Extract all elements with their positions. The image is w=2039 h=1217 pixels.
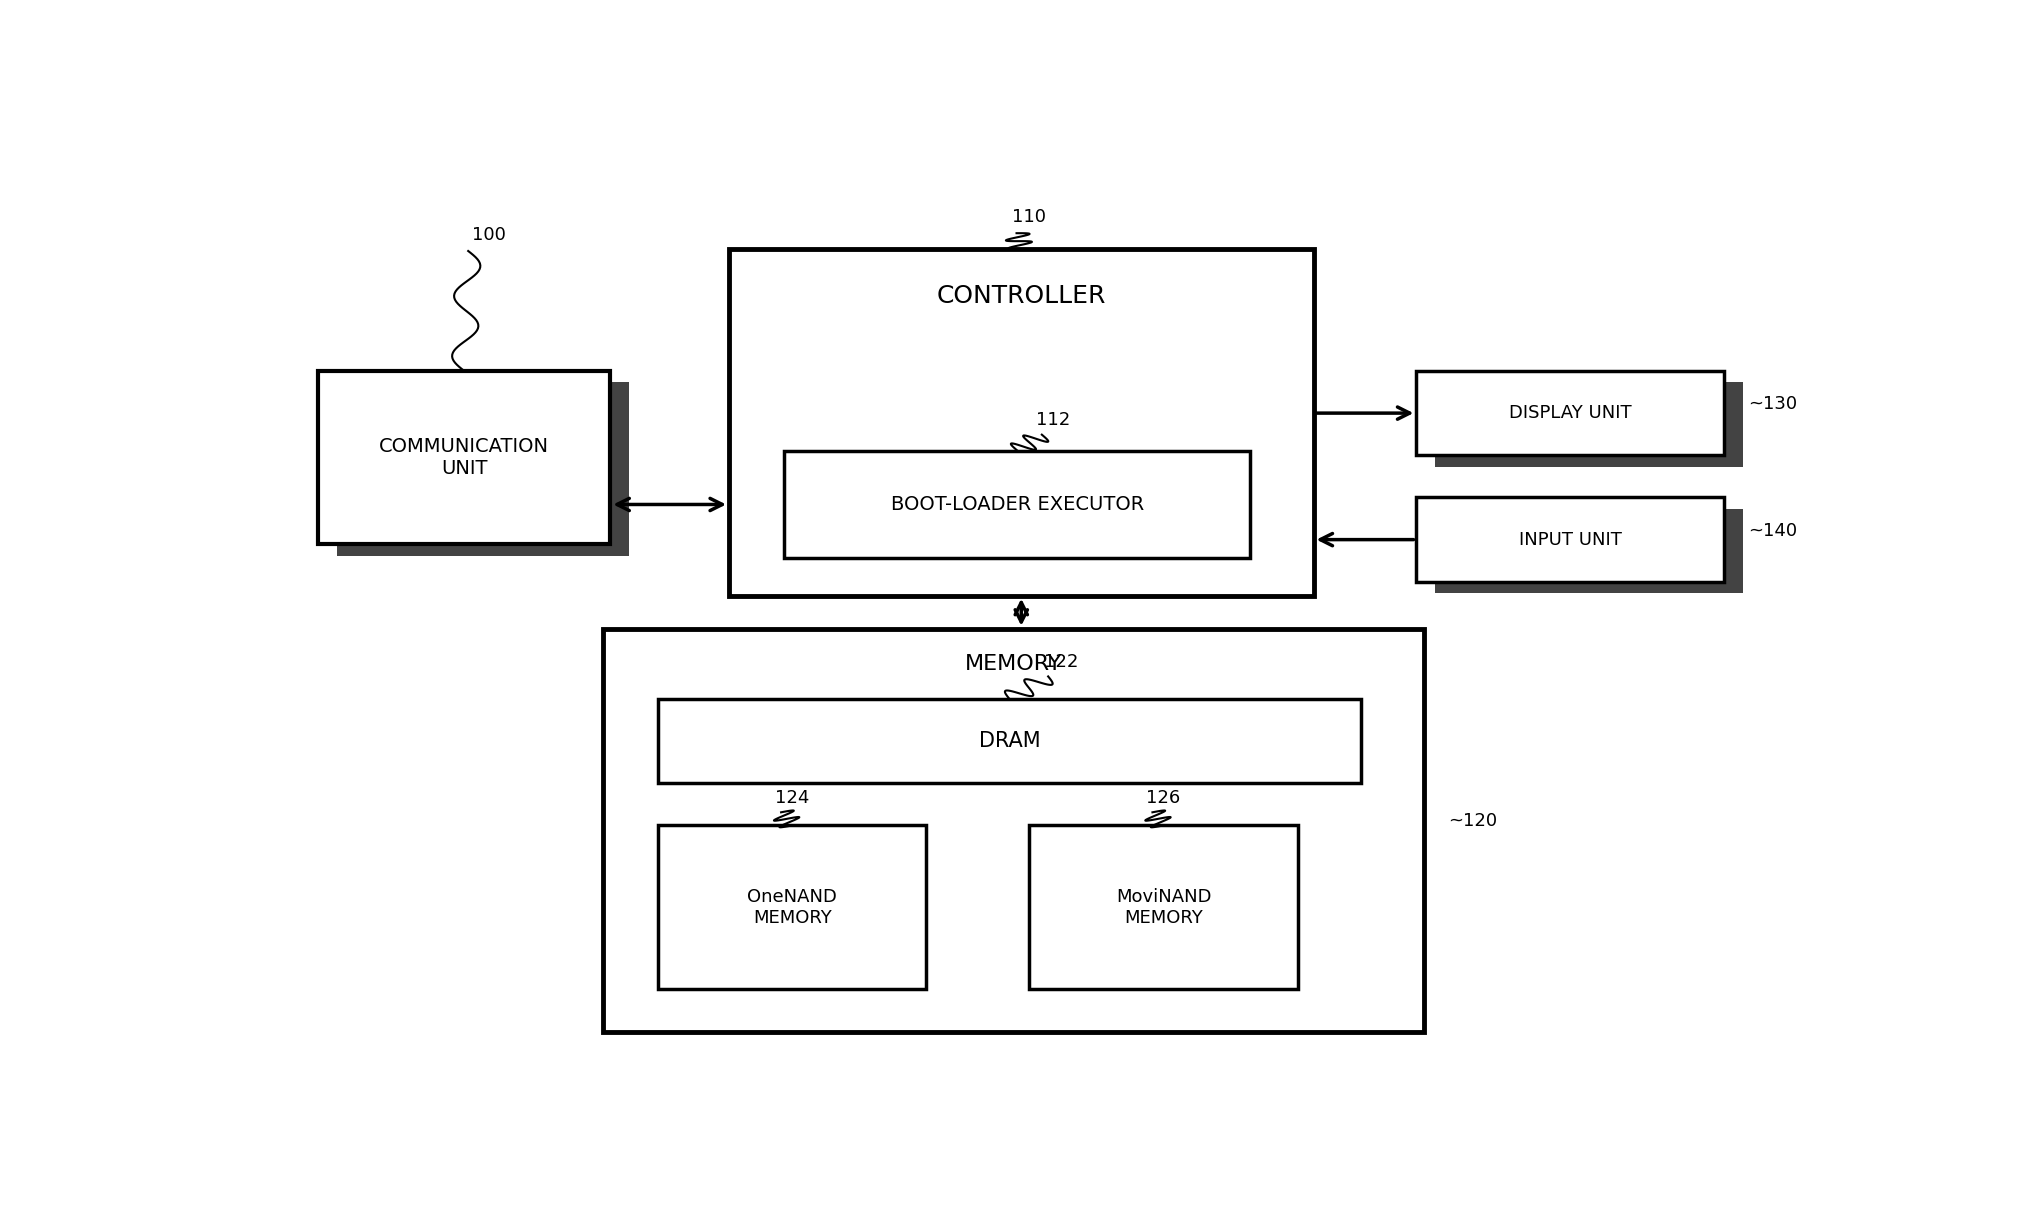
Bar [785,450,1250,559]
Bar [1435,382,1743,466]
Bar [803,461,1270,570]
Text: INPUT UNIT: INPUT UNIT [1519,531,1621,549]
Text: COMMUNICATION
UNIT: COMMUNICATION UNIT [379,437,548,478]
Text: ~120: ~120 [1448,812,1497,830]
Bar [730,249,1313,596]
Text: CONTROLLER: CONTROLLER [936,284,1105,308]
Text: OneNAND
MEMORY: OneNAND MEMORY [746,888,838,927]
Bar [677,711,1380,795]
Bar [318,371,610,544]
Text: ~140: ~140 [1747,522,1796,539]
Text: DRAM: DRAM [979,731,1040,751]
Text: 122: 122 [1044,652,1079,671]
Bar [677,836,946,1000]
Text: 124: 124 [775,789,809,807]
Text: MoviNAND
MEMORY: MoviNAND MEMORY [1115,888,1211,927]
Bar [659,699,1362,784]
Bar [1417,498,1725,582]
Text: MEMORY: MEMORY [964,655,1062,674]
Bar [659,825,926,989]
Bar [1048,836,1317,1000]
Text: 112: 112 [1036,411,1070,430]
Text: 100: 100 [471,226,506,245]
Bar [1417,371,1725,455]
Text: 110: 110 [1011,208,1046,225]
Text: ~130: ~130 [1747,396,1796,413]
Bar [1030,825,1299,989]
Bar [336,382,630,555]
Text: 126: 126 [1146,789,1181,807]
Bar [604,629,1425,1032]
Bar [1435,509,1743,593]
Text: BOOT-LOADER EXECUTOR: BOOT-LOADER EXECUTOR [891,495,1144,514]
Text: DISPLAY UNIT: DISPLAY UNIT [1509,404,1631,422]
